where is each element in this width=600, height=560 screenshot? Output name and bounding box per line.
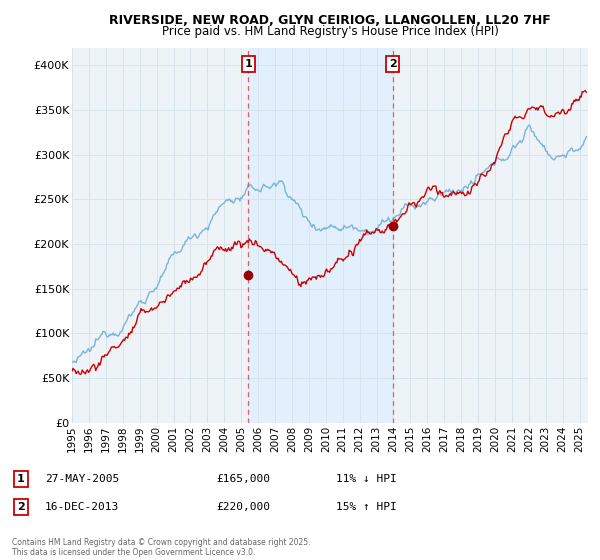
Text: 15% ↑ HPI: 15% ↑ HPI (336, 502, 397, 512)
Text: 11% ↓ HPI: 11% ↓ HPI (336, 474, 397, 484)
Text: RIVERSIDE, NEW ROAD, GLYN CEIRIOG, LLANGOLLEN, LL20 7HF: RIVERSIDE, NEW ROAD, GLYN CEIRIOG, LLANG… (109, 14, 551, 27)
Text: 27-MAY-2005: 27-MAY-2005 (45, 474, 119, 484)
Text: £165,000: £165,000 (216, 474, 270, 484)
Text: 2: 2 (17, 502, 25, 512)
Text: 1: 1 (244, 59, 252, 69)
Text: Contains HM Land Registry data © Crown copyright and database right 2025.
This d: Contains HM Land Registry data © Crown c… (12, 538, 311, 557)
Text: Price paid vs. HM Land Registry's House Price Index (HPI): Price paid vs. HM Land Registry's House … (161, 25, 499, 38)
Text: 2: 2 (389, 59, 397, 69)
Text: 16-DEC-2013: 16-DEC-2013 (45, 502, 119, 512)
Text: £220,000: £220,000 (216, 502, 270, 512)
Text: 1: 1 (17, 474, 25, 484)
Bar (248, 48, 393, 423)
